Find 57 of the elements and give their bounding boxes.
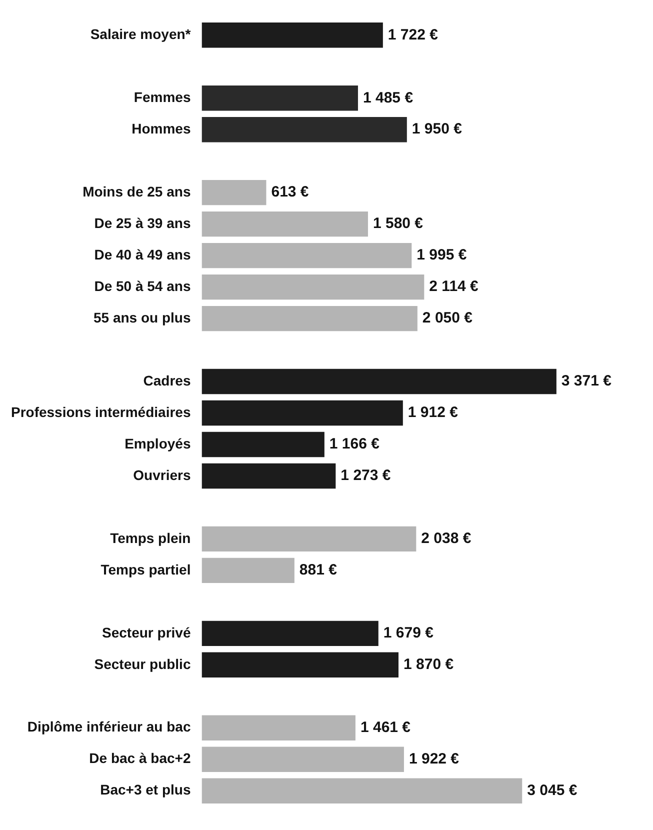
y-tick-label: Temps partiel bbox=[100, 561, 191, 578]
bar bbox=[202, 368, 556, 394]
y-tick-label: De 40 à 49 ans bbox=[94, 246, 191, 262]
bar bbox=[202, 86, 358, 111]
y-tick-label: 55 ans ou plus bbox=[93, 309, 191, 326]
bar bbox=[202, 274, 424, 300]
bar bbox=[202, 432, 324, 458]
data-label: 1 580 € bbox=[372, 215, 424, 232]
data-label: 1 912 € bbox=[408, 404, 459, 422]
data-label: 1 166 € bbox=[329, 436, 380, 453]
data-label: 2 050 € bbox=[422, 310, 474, 327]
data-label: 1 950 € bbox=[412, 120, 463, 138]
y-tick-label: Hommes bbox=[132, 120, 191, 136]
y-tick-label: De 25 à 39 ans bbox=[94, 214, 191, 231]
y-tick-label: De 50 à 54 ans bbox=[94, 278, 191, 294]
bar bbox=[202, 620, 378, 646]
bar bbox=[202, 211, 368, 237]
bar bbox=[202, 22, 383, 48]
y-tick-label: Secteur public bbox=[94, 656, 191, 672]
data-label: 1 273 € bbox=[340, 467, 392, 484]
y-tick-label: Temps plein bbox=[110, 530, 191, 546]
y-tick-label: Employés bbox=[124, 435, 191, 452]
data-label: 881 € bbox=[299, 562, 338, 579]
y-tick-label: Cadres bbox=[143, 372, 191, 388]
data-label: 1 679 € bbox=[383, 624, 434, 642]
bar bbox=[202, 180, 266, 206]
bar bbox=[202, 558, 294, 584]
bar bbox=[202, 306, 418, 332]
data-label: 2 114 € bbox=[429, 278, 480, 296]
bar bbox=[202, 652, 398, 678]
y-tick-label: De bac à bac+2 bbox=[89, 750, 191, 766]
y-tick-label: Ouvriers bbox=[133, 466, 191, 483]
data-label: 1 722 € bbox=[388, 26, 439, 44]
data-label: 2 038 € bbox=[421, 530, 472, 548]
bar bbox=[202, 715, 356, 740]
y-tick-label: Salaire moyen* bbox=[90, 26, 192, 42]
bar bbox=[202, 463, 336, 489]
data-label: 1 485 € bbox=[362, 89, 414, 106]
data-label: 3 371 € bbox=[561, 372, 612, 390]
data-label: 1 995 € bbox=[416, 246, 468, 264]
y-tick-label: Femmes bbox=[134, 88, 191, 105]
bar bbox=[202, 526, 416, 552]
bar bbox=[202, 117, 407, 142]
bar bbox=[202, 400, 403, 426]
data-label: 3 045 € bbox=[527, 782, 578, 799]
data-label: 1 461 € bbox=[360, 719, 412, 736]
y-tick-label: Bac+3 et plus bbox=[100, 782, 191, 798]
y-tick-label: Professions intermédiaires bbox=[10, 404, 191, 420]
data-label: 1 870 € bbox=[403, 656, 454, 674]
bar bbox=[202, 778, 522, 804]
data-label: 613 € bbox=[271, 184, 310, 201]
y-tick-label: Diplôme inférieur au bac bbox=[27, 718, 191, 735]
data-label: 1 922 € bbox=[408, 750, 460, 768]
bar bbox=[202, 746, 404, 772]
bar bbox=[202, 242, 412, 268]
y-tick-label: Moins de 25 ans bbox=[82, 183, 191, 200]
y-tick-label: Secteur privé bbox=[102, 624, 191, 640]
